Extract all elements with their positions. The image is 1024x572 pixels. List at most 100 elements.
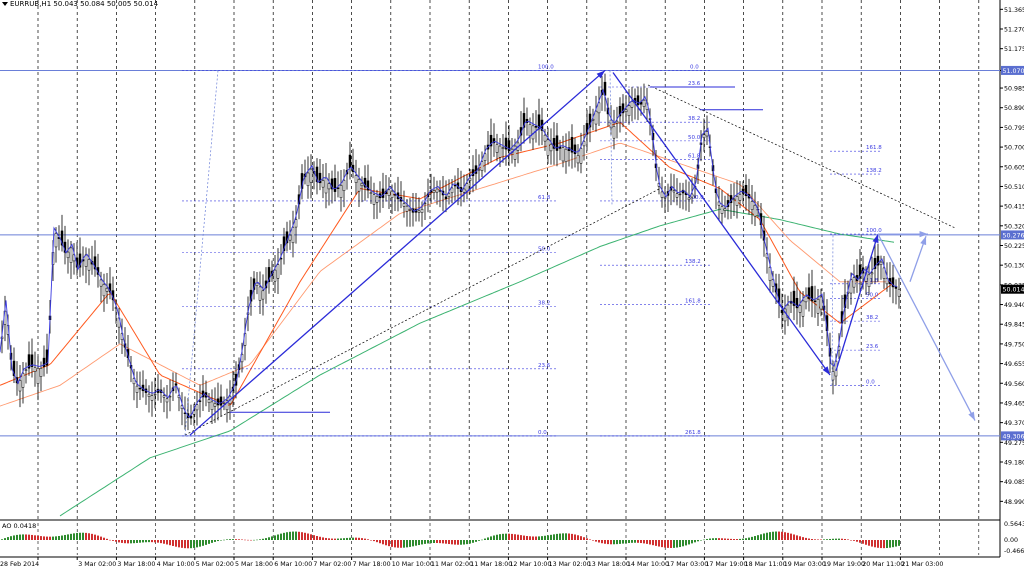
level-price-label: 50.276	[1003, 232, 1024, 239]
time-tick-label: 5 Mar 02:00	[196, 561, 234, 568]
candle-body	[334, 178, 336, 191]
time-tick-label: 17 Mar 19:00	[705, 561, 747, 568]
ao-bar	[391, 540, 393, 547]
ao-bar	[334, 539, 336, 540]
ao-bar	[124, 540, 126, 543]
ao-bar	[595, 540, 597, 542]
candle-body	[868, 275, 870, 287]
candle-body	[148, 394, 150, 396]
ao-bar	[127, 540, 129, 543]
ao-bar	[784, 532, 786, 540]
symbol-label: EURRUB,H1	[10, 0, 51, 8]
candle-body	[880, 262, 882, 265]
candle-body	[328, 184, 330, 189]
ao-bar	[718, 538, 720, 540]
ao-bar	[289, 532, 291, 540]
ao-bar	[634, 540, 636, 543]
ao-bar	[466, 540, 468, 544]
candle-body	[820, 297, 822, 309]
price-tick-label: 49.465	[1004, 400, 1024, 407]
ao-bar	[601, 540, 603, 543]
candle-body	[382, 189, 384, 198]
ao-bar	[37, 536, 39, 540]
candle-body	[358, 179, 360, 191]
candle-body	[496, 145, 498, 153]
fib-label-left: 61.8	[538, 195, 551, 201]
candle-body	[736, 197, 738, 206]
ao-bar	[520, 535, 522, 540]
time-tick-label: 28 Feb 2014	[0, 561, 39, 568]
ao-bar	[646, 540, 648, 544]
candle-body	[742, 189, 744, 194]
candle-body	[802, 301, 804, 316]
ao-bar	[22, 534, 24, 540]
price-tick-label: 51.175	[1004, 46, 1024, 53]
candle-body	[166, 399, 168, 402]
ao-bar	[259, 539, 261, 540]
fib-label-right: 161.8	[866, 145, 882, 151]
ao-bar	[166, 540, 168, 544]
ao-bar	[76, 533, 78, 540]
candle-body	[724, 209, 726, 211]
fib-label-right: 100.0	[866, 228, 882, 234]
ao-bar	[613, 540, 615, 544]
candle-body	[799, 306, 801, 313]
ao-bar	[142, 540, 144, 542]
ao-bar	[373, 540, 375, 541]
ao-bar	[478, 540, 480, 541]
ao-bar	[85, 533, 87, 540]
ao-bar	[295, 532, 297, 540]
ao-bar	[274, 535, 276, 540]
candle-body	[220, 397, 222, 405]
candle-body	[613, 126, 615, 138]
ao-bar	[874, 540, 876, 547]
candle-body	[154, 394, 156, 395]
candle-body	[751, 201, 753, 209]
price-tick-label: 50.890	[1004, 105, 1024, 112]
ao-bar	[682, 540, 684, 546]
candle-body	[898, 289, 900, 296]
ao-bar	[781, 532, 783, 540]
chevron-down-icon[interactable]	[2, 2, 8, 6]
ao-bar	[829, 539, 831, 540]
ao-bar	[1, 539, 3, 540]
ao-bar	[658, 540, 660, 547]
ao-bar	[28, 535, 30, 540]
candle-body	[580, 148, 582, 163]
ao-indicator-label: AO 0.0418	[2, 522, 36, 530]
fib-label-mid: 23.6	[688, 81, 701, 87]
ao-bar	[451, 540, 453, 544]
ao-bar	[298, 532, 300, 540]
candle-body	[451, 188, 453, 193]
candle-body	[853, 278, 855, 288]
ao-bar	[487, 537, 489, 540]
ao-bar	[229, 539, 231, 540]
candle-body	[445, 197, 447, 199]
ao-bar	[556, 534, 558, 540]
ao-bar	[97, 536, 99, 540]
candle-body	[805, 296, 807, 302]
ao-bar	[553, 534, 555, 540]
candle-body	[139, 388, 141, 389]
ao-bar	[469, 540, 471, 544]
candle-body	[448, 193, 450, 196]
ao-bar	[808, 539, 810, 540]
ao-bar	[316, 536, 318, 540]
ao-bar	[592, 540, 594, 541]
candle-body	[565, 149, 567, 162]
candle-body	[463, 189, 465, 192]
current-price-label: 50.014	[1003, 287, 1024, 294]
ao-bar	[61, 536, 63, 540]
ao-bar	[844, 539, 846, 540]
candle-body	[199, 401, 201, 402]
ao-bar	[871, 540, 873, 547]
candle-body	[544, 135, 546, 141]
candle-body	[175, 384, 177, 386]
candle-body	[262, 291, 264, 299]
ao-bar	[607, 540, 609, 544]
ao-bar	[463, 540, 465, 545]
ao-bar	[400, 540, 402, 548]
time-tick-label: 19 Mar 19:00	[823, 561, 865, 568]
ao-bar	[250, 540, 252, 541]
time-tick-label: 19 Mar 03:00	[784, 561, 826, 568]
